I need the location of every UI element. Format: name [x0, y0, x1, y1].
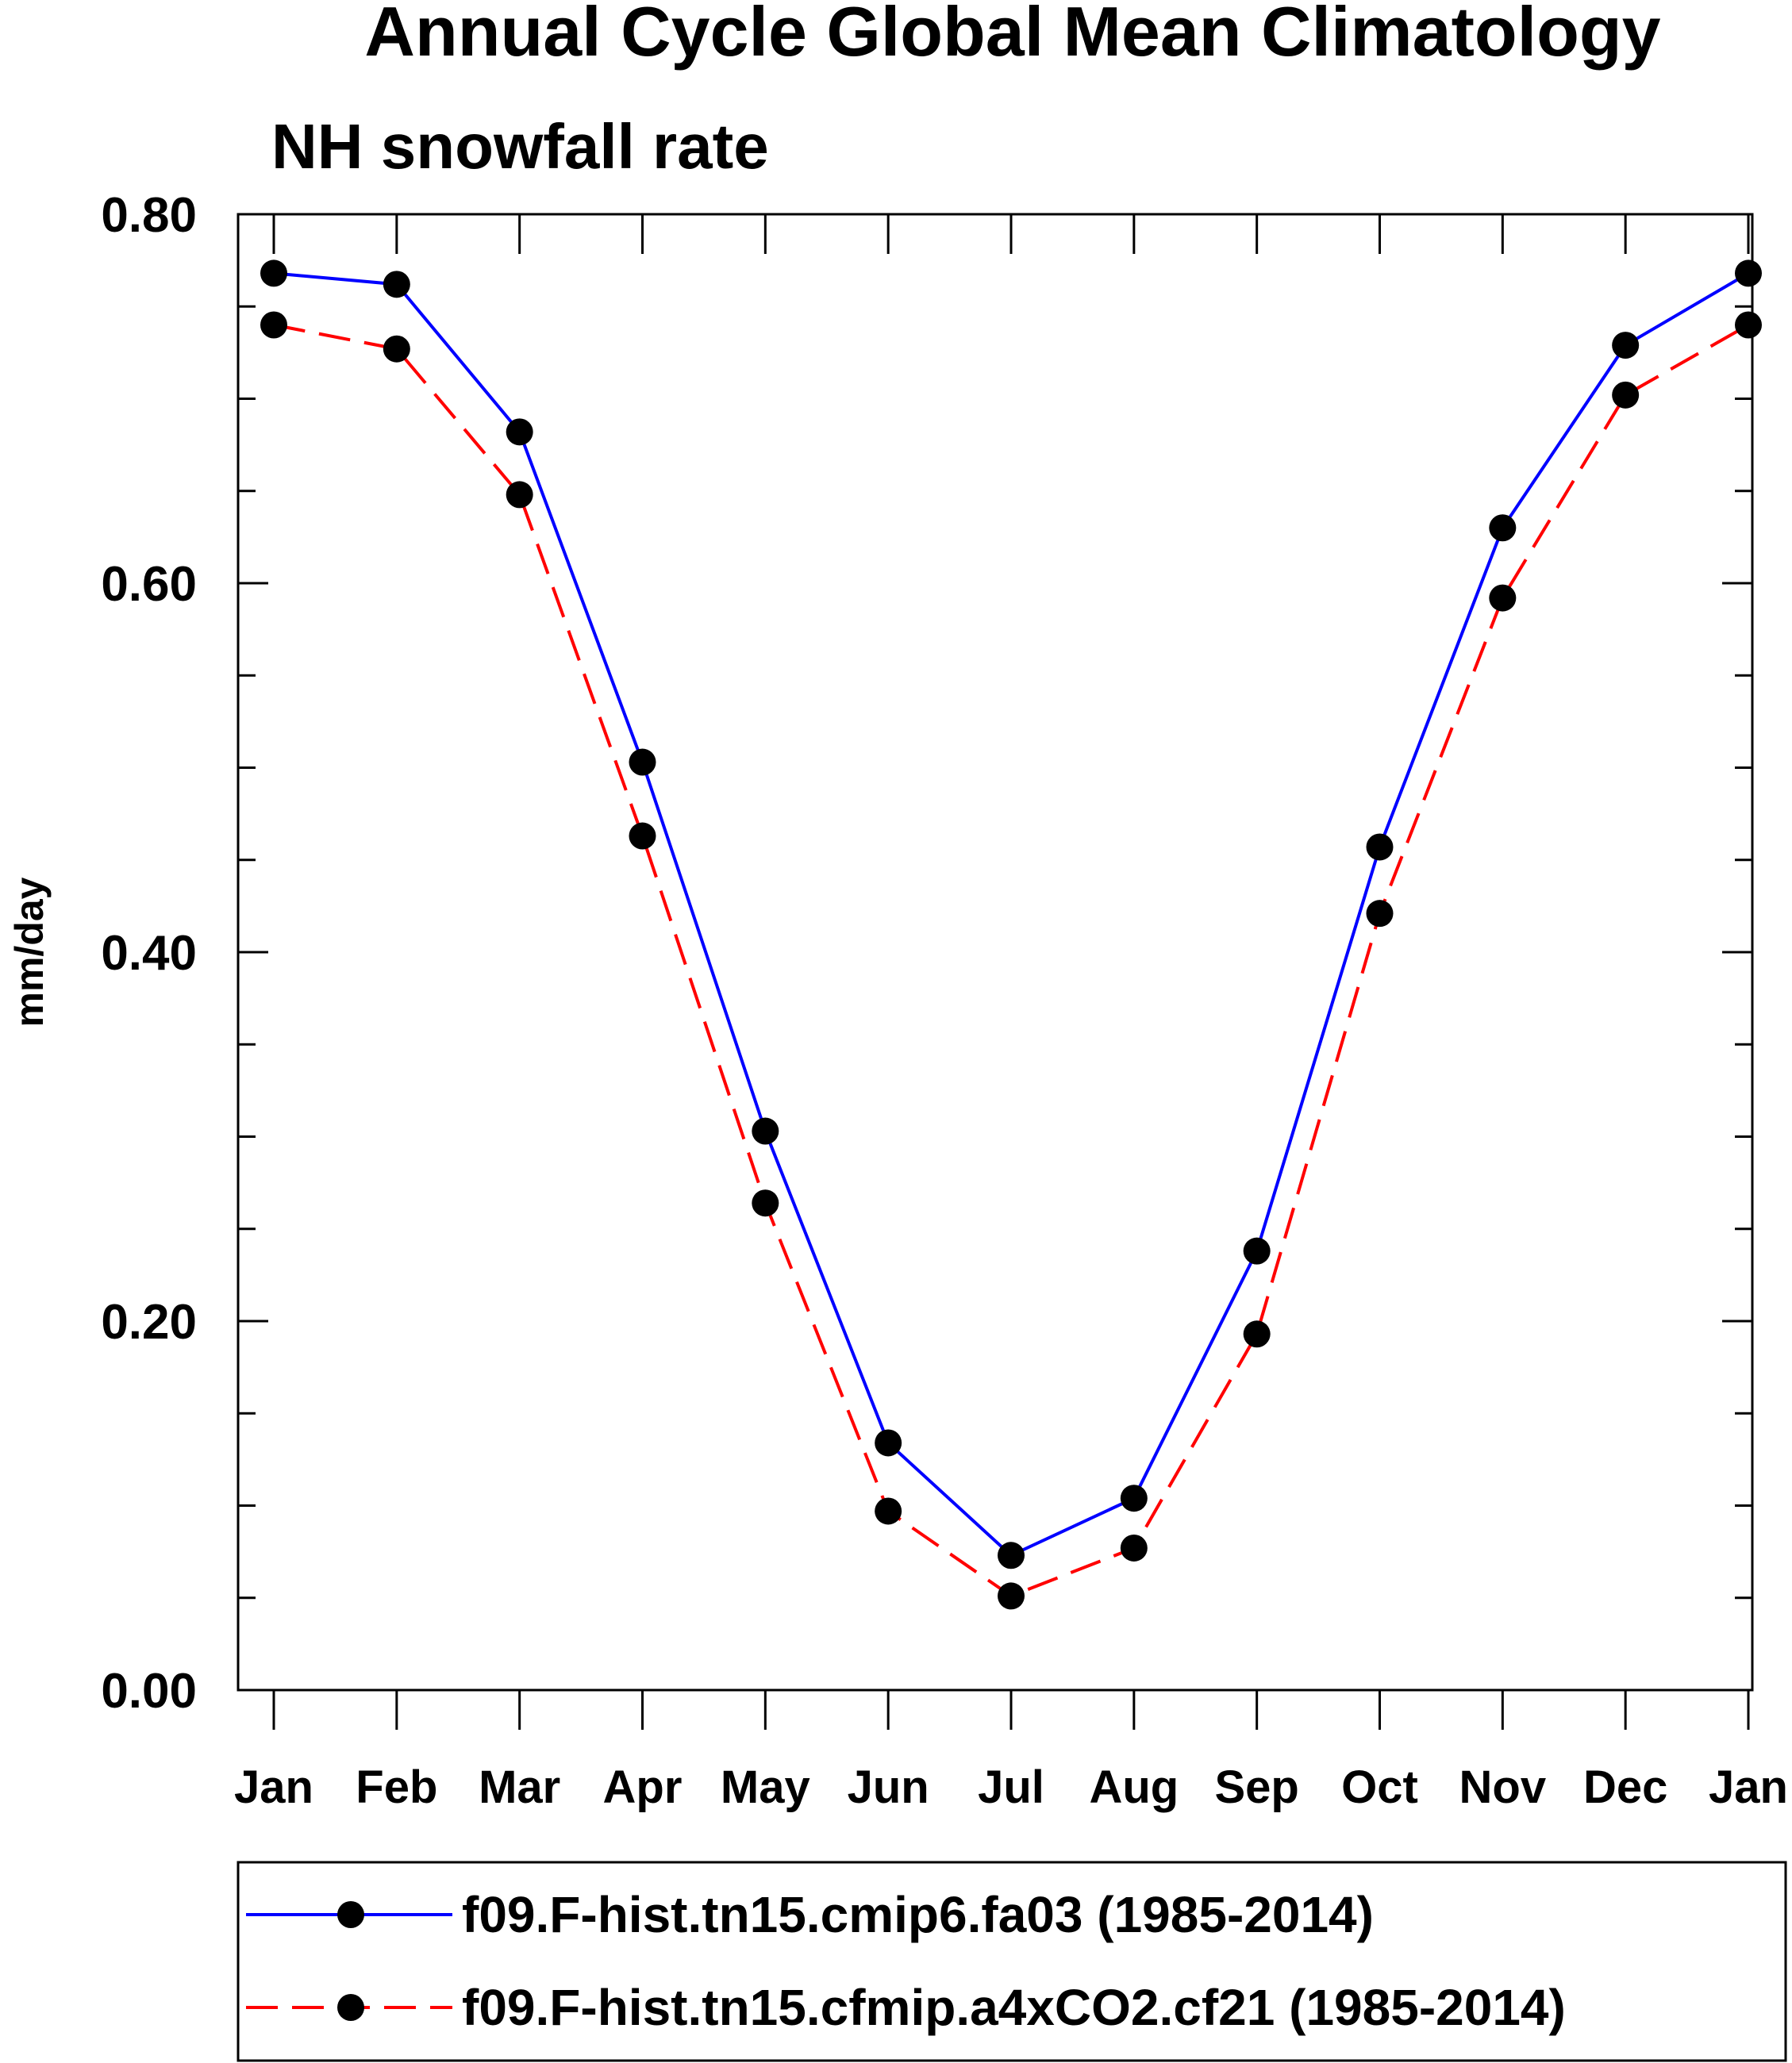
- x-tick-label: Dec: [1583, 1761, 1667, 1813]
- x-axis-ticks: Jan Feb Mar Apr May Jun Jul Aug Sep Oct Nov Dec Jan: [234, 214, 1788, 1813]
- data-point-series-2: [1243, 1320, 1271, 1348]
- data-point-series-1: [1120, 1485, 1148, 1512]
- data-point-series-2: [875, 1497, 902, 1525]
- data-point-series-2: [629, 822, 656, 850]
- y-axis-ticks: 0.00 0.20 0.40 0.60 0.80: [101, 188, 1752, 1719]
- data-point-series-1: [1489, 514, 1517, 542]
- legend: f09.F-hist.tn15.cmip6.fa03 (1985-2014) f…: [236, 1861, 1787, 2062]
- data-point-series-1: [1735, 259, 1762, 287]
- y-tick-label: 0.20: [101, 1295, 197, 1350]
- data-point-series-1: [875, 1429, 902, 1457]
- series-line-2: [273, 323, 1749, 1598]
- x-tick-label: Jan: [234, 1761, 313, 1813]
- y-tick-label: 0.80: [101, 188, 197, 243]
- data-point-series-2: [998, 1582, 1025, 1610]
- y-tick-label: 0.60: [101, 557, 197, 612]
- data-point-series-1: [629, 748, 656, 776]
- chart-title: Annual Cycle Global Mean Climatology: [364, 0, 1660, 71]
- y-axis-label: mm/day: [7, 877, 52, 1027]
- data-point-series-1: [506, 418, 533, 446]
- x-tick-label: Feb: [356, 1761, 437, 1813]
- y-tick-label: 0.00: [101, 1664, 197, 1719]
- data-point-series-2: [1366, 900, 1394, 928]
- x-tick-label: Nov: [1459, 1761, 1547, 1813]
- data-point-series-1: [998, 1542, 1025, 1569]
- x-tick-label: Apr: [603, 1761, 683, 1813]
- data-point-series-2: [260, 311, 287, 339]
- data-point-series-2: [1735, 311, 1762, 339]
- x-tick-label: Jan: [1709, 1761, 1788, 1813]
- data-point-series-1: [752, 1117, 779, 1145]
- plot-frame: [236, 213, 1754, 1692]
- y-tick-label: 0.40: [101, 926, 197, 981]
- series-layer: [260, 259, 1762, 1610]
- x-tick-label: Oct: [1341, 1761, 1418, 1813]
- data-point-series-1: [1243, 1237, 1271, 1265]
- legend-box: [236, 1861, 1787, 2062]
- data-point-series-2: [383, 335, 410, 363]
- legend-marker-series-2: [337, 1994, 364, 2021]
- x-tick-label: Sep: [1214, 1761, 1298, 1813]
- x-tick-label: Aug: [1089, 1761, 1179, 1813]
- legend-marker-series-1: [337, 1901, 364, 1928]
- x-tick-label: May: [721, 1761, 810, 1813]
- data-point-series-2: [1612, 381, 1640, 409]
- data-point-series-2: [1120, 1534, 1148, 1562]
- legend-label-series-1: f09.F-hist.tn15.cmip6.fa03 (1985-2014): [462, 1886, 1374, 1943]
- data-point-series-2: [752, 1189, 779, 1217]
- chart-subtitle: NH snowfall rate: [271, 111, 769, 182]
- data-point-series-2: [506, 481, 533, 509]
- data-point-series-1: [1366, 833, 1394, 861]
- x-tick-label: Jun: [848, 1761, 929, 1813]
- data-point-series-2: [1489, 584, 1517, 612]
- x-tick-label: Jul: [978, 1761, 1044, 1813]
- data-point-series-1: [1612, 332, 1640, 359]
- data-point-series-1: [383, 271, 410, 298]
- legend-label-series-2: f09.F-hist.tn15.cfmip.a4xCO2.cf21 (1985-…: [462, 1979, 1566, 2036]
- data-point-series-1: [260, 259, 287, 287]
- x-tick-label: Mar: [479, 1761, 560, 1813]
